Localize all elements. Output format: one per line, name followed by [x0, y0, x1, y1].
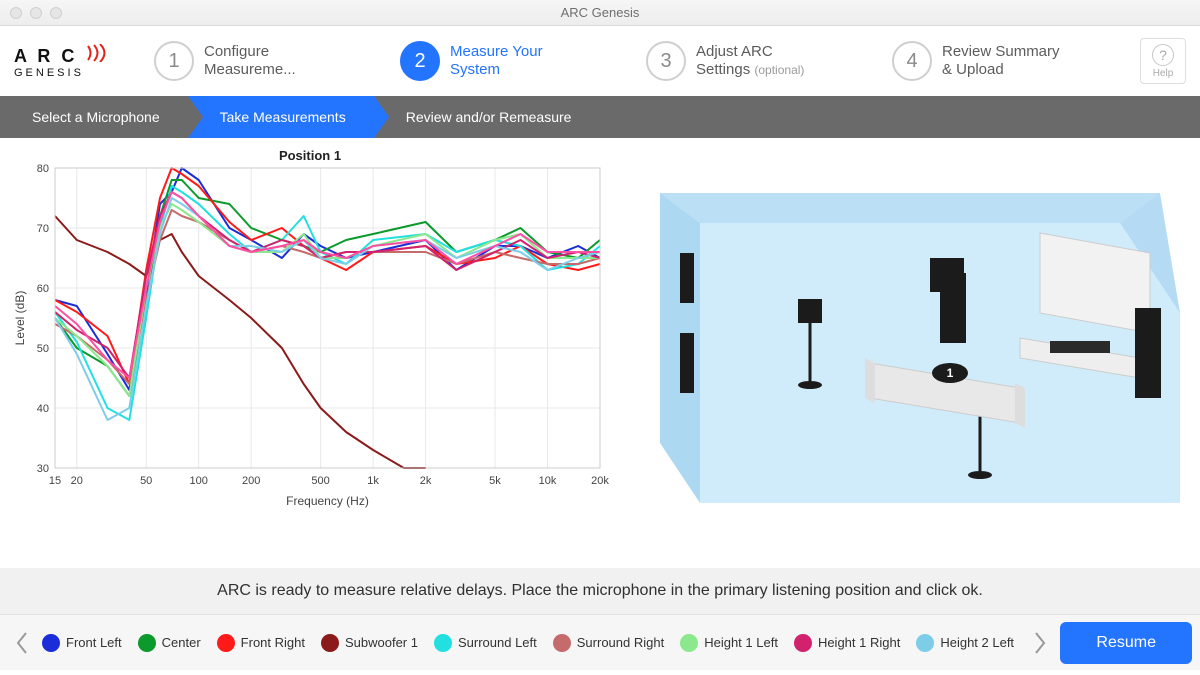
step-circle: 4	[892, 41, 932, 81]
logo-waves-icon	[86, 44, 108, 67]
legend-color-dot	[138, 634, 156, 652]
svg-text:50: 50	[140, 475, 152, 487]
help-button[interactable]: ? Help	[1140, 38, 1186, 84]
help-label: Help	[1153, 68, 1174, 79]
step-1[interactable]: 1 ConfigureMeasureme...	[154, 41, 392, 81]
svg-text:10k: 10k	[539, 475, 557, 487]
legend-item[interactable]: Height 2 Left	[916, 634, 1014, 652]
window-title: ARC Genesis	[0, 5, 1200, 20]
svg-text:Frequency (Hz): Frequency (Hz)	[286, 494, 369, 508]
minimize-icon[interactable]	[30, 7, 42, 19]
content: Position 1 30 40 50 60 70 80 15 20 50 100 200 500 1k…	[0, 138, 1200, 568]
zoom-icon[interactable]	[50, 7, 62, 19]
legend-item[interactable]: Subwoofer 1	[321, 634, 418, 652]
svg-text:2k: 2k	[420, 475, 432, 487]
svg-text:5k: 5k	[489, 475, 501, 487]
svg-text:200: 200	[242, 475, 260, 487]
svg-text:60: 60	[37, 283, 49, 295]
legend-item[interactable]: Height 1 Left	[680, 634, 778, 652]
chart-title: Position 1	[10, 148, 610, 163]
svg-text:20k: 20k	[591, 475, 609, 487]
step-circle: 2	[400, 41, 440, 81]
legend-color-dot	[553, 634, 571, 652]
svg-text:1: 1	[947, 366, 954, 380]
step-label: Review Summary& Upload	[942, 43, 1060, 79]
legend-color-dot	[794, 634, 812, 652]
subnav-item[interactable]: Review and/or Remeasure	[374, 96, 600, 138]
legend-label: Surround Right	[577, 635, 664, 650]
step-label: Measure YourSystem	[450, 43, 543, 79]
step-label: Adjust ARCSettings (optional)	[696, 43, 804, 79]
close-icon[interactable]	[10, 7, 22, 19]
app-logo: A R C GENESIS	[14, 44, 144, 79]
subnav: Select a MicrophoneTake MeasurementsRevi…	[0, 96, 1200, 138]
legend-scroll-left[interactable]	[8, 623, 36, 663]
svg-text:15: 15	[49, 475, 61, 487]
frequency-response-chart: 30 40 50 60 70 80 15 20 50 100 200 500 1k 2k 5k 10k 20k F…	[10, 163, 610, 513]
titlebar: ARC Genesis	[0, 0, 1200, 26]
step-circle: 3	[646, 41, 686, 81]
svg-text:70: 70	[37, 223, 49, 235]
header: A R C GENESIS 1 ConfigureMeasureme... 2 …	[0, 26, 1200, 96]
legend-color-dot	[42, 634, 60, 652]
room-diagram: 1	[640, 163, 1180, 543]
legend-color-dot	[321, 634, 339, 652]
svg-text:40: 40	[37, 403, 49, 415]
legend-item[interactable]: Surround Right	[553, 634, 664, 652]
window-controls	[10, 7, 62, 19]
legend-label: Height 2 Left	[940, 635, 1014, 650]
footer: Front Left Center Front Right Subwoofer 1 Su…	[0, 614, 1200, 670]
resume-button[interactable]: Resume	[1060, 622, 1192, 664]
svg-text:100: 100	[190, 475, 208, 487]
legend-item[interactable]: Surround Left	[434, 634, 537, 652]
legend-label: Height 1 Left	[704, 635, 778, 650]
svg-text:500: 500	[311, 475, 329, 487]
subnav-item[interactable]: Take Measurements	[188, 96, 374, 138]
chart-pane: Position 1 30 40 50 60 70 80 15 20 50 100 200 500 1k…	[0, 138, 620, 568]
step-2[interactable]: 2 Measure YourSystem	[400, 41, 638, 81]
logo-line1: A R C	[14, 46, 77, 66]
legend-label: Center	[162, 635, 201, 650]
svg-text:Level (dB): Level (dB)	[13, 291, 27, 346]
legend-label: Front Right	[241, 635, 305, 650]
step-circle: 1	[154, 41, 194, 81]
instruction-text: ARC is ready to measure relative delays.…	[0, 568, 1200, 614]
legend-label: Subwoofer 1	[345, 635, 418, 650]
legend-item[interactable]: Front Right	[217, 634, 305, 652]
legend-color-dot	[916, 634, 934, 652]
legend-color-dot	[217, 634, 235, 652]
legend: Front Left Center Front Right Subwoofer 1 Su…	[42, 634, 1020, 652]
legend-item[interactable]: Front Left	[42, 634, 122, 652]
help-icon: ?	[1152, 44, 1174, 66]
legend-item[interactable]: Height 1 Right	[794, 634, 900, 652]
svg-text:20: 20	[71, 475, 83, 487]
svg-text:30: 30	[37, 463, 49, 475]
svg-text:50: 50	[37, 343, 49, 355]
legend-label: Front Left	[66, 635, 122, 650]
legend-color-dot	[680, 634, 698, 652]
legend-item[interactable]: Center	[138, 634, 201, 652]
svg-text:80: 80	[37, 163, 49, 175]
step-3[interactable]: 3 Adjust ARCSettings (optional)	[646, 41, 884, 81]
legend-label: Height 1 Right	[818, 635, 900, 650]
legend-color-dot	[434, 634, 452, 652]
legend-scroll-right[interactable]	[1026, 623, 1054, 663]
step-4[interactable]: 4 Review Summary& Upload	[892, 41, 1130, 81]
subnav-item[interactable]: Select a Microphone	[0, 96, 188, 138]
svg-text:1k: 1k	[367, 475, 379, 487]
logo-line2: GENESIS	[14, 67, 144, 79]
legend-label: Surround Left	[458, 635, 537, 650]
step-label: ConfigureMeasureme...	[204, 43, 296, 79]
room-pane: 1	[620, 138, 1200, 568]
